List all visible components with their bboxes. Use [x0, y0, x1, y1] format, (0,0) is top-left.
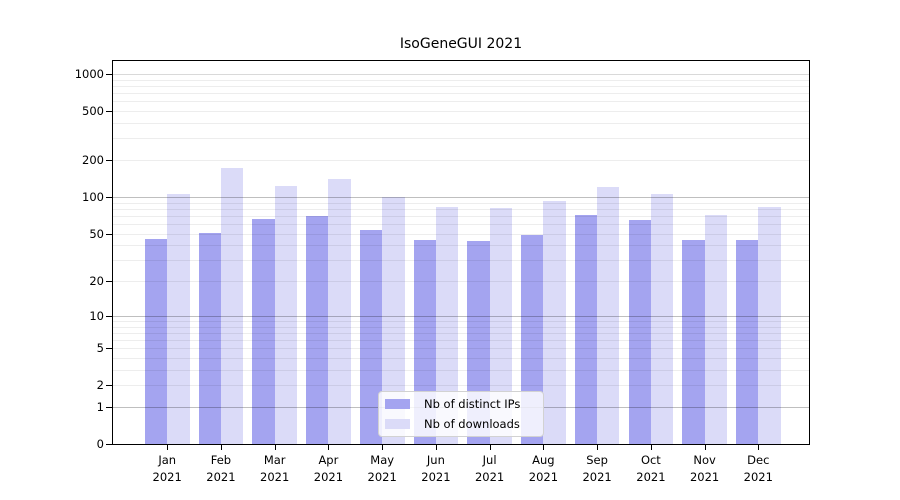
bar-downloads-sep: [597, 187, 620, 444]
x-tick-label-may: May 2021: [367, 453, 397, 484]
y-tick-200: [106, 160, 112, 162]
bar-distinct-ips-apr: [306, 215, 329, 444]
y-tick-label-100: 100: [82, 190, 104, 204]
x-tick-mar: [274, 445, 276, 450]
bar-downloads-feb: [220, 168, 244, 444]
y-tick-label-0: 0: [96, 437, 104, 452]
x-tick-label-jan: Jan 2021: [152, 453, 182, 484]
bars-layer: [113, 61, 809, 444]
y-tick-100: [106, 197, 112, 198]
y-tick-label-50: 50: [89, 226, 104, 241]
bar-distinct-ips-mar: [252, 218, 275, 444]
x-tick-label-apr: Apr 2021: [313, 453, 344, 484]
x-tick-jul: [489, 445, 491, 450]
x-tick-label-sep: Sep 2021: [582, 453, 612, 484]
legend-swatch-distinct-ips: [385, 399, 410, 410]
y-tick-50: [106, 233, 112, 235]
x-tick-jan: [167, 445, 169, 450]
x-tick-label-jul: Jul 2021: [474, 453, 505, 484]
bar-downloads-may: [382, 196, 405, 444]
legend-label-downloads: Nb of downloads: [424, 416, 520, 431]
bar-downloads-jun: [435, 207, 459, 444]
x-tick-jun: [435, 445, 437, 450]
bar-distinct-ips-jan: [144, 238, 168, 444]
bar-distinct-ips-may: [359, 230, 383, 444]
plot-area: [112, 60, 810, 445]
bar-downloads-oct: [650, 194, 674, 444]
chart-title: IsoGeneGUI 2021: [399, 36, 523, 52]
y-tick-label-500: 500: [82, 104, 104, 119]
legend: Nb of distinct IPs Nb of downloads: [378, 391, 544, 437]
x-tick-label-oct: Oct 2021: [636, 453, 666, 484]
x-tick-oct: [650, 445, 652, 450]
bar-distinct-ips-feb: [198, 233, 221, 444]
x-tick-label-nov: Nov 2021: [689, 453, 720, 484]
x-tick-label-mar: Mar 2021: [260, 453, 290, 484]
x-tick-feb: [220, 445, 222, 450]
bar-downloads-jan: [167, 194, 190, 444]
y-tick-20: [106, 281, 112, 283]
bar-downloads-aug: [543, 201, 566, 444]
y-tick-5: [106, 348, 112, 350]
legend-item-distinct-ips: Nb of distinct IPs: [385, 395, 537, 413]
y-tick-label-10: 10: [89, 308, 104, 323]
y-tick-label-1: 1: [96, 400, 104, 415]
bar-distinct-ips-oct: [628, 219, 651, 444]
x-tick-label-jun: Jun 2021: [421, 453, 451, 484]
y-tick-0: [106, 444, 112, 446]
bar-downloads-jul: [489, 207, 512, 444]
y-tick-500: [106, 111, 112, 113]
x-tick-label-dec: Dec 2021: [743, 453, 773, 484]
legend-label-distinct-ips: Nb of distinct IPs: [424, 397, 521, 412]
bar-downloads-mar: [274, 185, 298, 444]
x-tick-sep: [597, 445, 599, 450]
y-tick-label-2: 2: [96, 378, 104, 393]
y-tick-1000: [106, 74, 112, 75]
y-tick-label-200: 200: [82, 153, 104, 168]
y-tick-2: [106, 385, 112, 387]
y-tick-10: [106, 315, 112, 317]
x-tick-nov: [704, 445, 706, 450]
y-tick-label-1000: 1000: [74, 67, 104, 81]
x-tick-dec: [758, 445, 760, 450]
bar-downloads-dec: [758, 207, 781, 444]
bar-downloads-apr: [328, 178, 351, 444]
x-tick-apr: [328, 445, 330, 450]
y-tick-label-20: 20: [89, 274, 104, 289]
bar-distinct-ips-dec: [735, 240, 759, 444]
y-tick-label-5: 5: [96, 341, 104, 356]
x-tick-label-feb: Feb 2021: [206, 453, 236, 484]
bar-downloads-nov: [704, 214, 727, 444]
x-tick-may: [382, 445, 384, 450]
bar-distinct-ips-nov: [682, 240, 705, 444]
legend-swatch-downloads: [385, 418, 410, 429]
x-tick-aug: [543, 445, 545, 450]
legend-item-downloads: Nb of downloads: [385, 415, 537, 433]
y-tick-1: [106, 407, 112, 409]
x-tick-label-aug: Aug 2021: [528, 453, 559, 484]
bar-distinct-ips-sep: [574, 214, 598, 444]
